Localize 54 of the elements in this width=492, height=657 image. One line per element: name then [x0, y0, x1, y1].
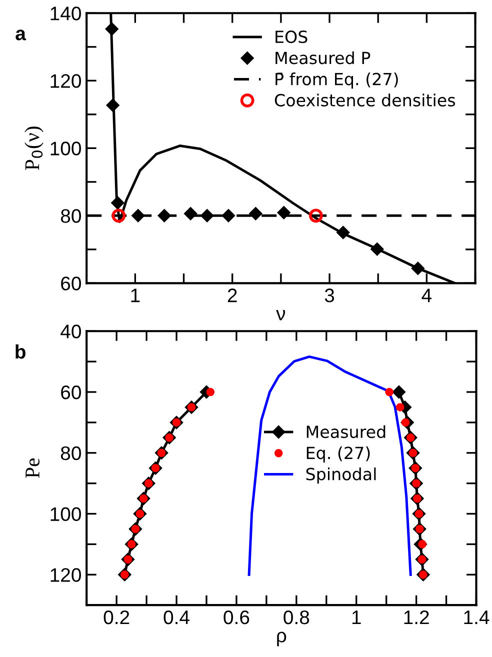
y-tick-label: 120 — [50, 568, 81, 582]
x-tick-label: 3 — [324, 288, 334, 302]
point — [392, 385, 406, 399]
x-tick-label: 1.2 — [404, 610, 429, 624]
legend-label: Measured P — [276, 51, 370, 64]
x-tick-label: 2 — [228, 288, 237, 302]
y-tick-label: 60 — [61, 385, 81, 400]
point — [336, 226, 350, 240]
point — [106, 98, 120, 112]
legend-label: P̄ from Eq. (27) — [276, 72, 398, 89]
text: b — [16, 344, 26, 359]
x-tick-label: 0.6 — [224, 610, 250, 624]
point — [111, 196, 124, 210]
legend-label: Spinodal — [306, 467, 376, 484]
y-tick-label: 120 — [50, 74, 81, 88]
point — [158, 209, 171, 222]
x-axis-title: ρ — [277, 632, 286, 646]
point — [206, 388, 215, 396]
y-tick-label: 40 — [60, 324, 81, 338]
x-tick-label: 1 — [352, 610, 361, 624]
point — [222, 209, 236, 222]
point — [200, 209, 214, 222]
x-tick-label: 1.4 — [464, 610, 490, 624]
x-axis-title: ν — [276, 310, 286, 320]
point — [277, 206, 290, 220]
point — [132, 209, 145, 222]
x-tick-label: 0.4 — [164, 610, 190, 624]
x-tick-label: 0.2 — [104, 610, 130, 624]
point — [411, 262, 425, 275]
legend-label: Coexistence densities — [274, 94, 456, 106]
y-tick-label: 100 — [50, 142, 81, 156]
point — [249, 207, 262, 220]
y-tick-label: 140 — [50, 6, 81, 20]
point — [385, 388, 394, 396]
text: a — [16, 30, 26, 40]
y-tick-label: 80 — [60, 446, 81, 460]
point — [112, 208, 126, 223]
y-axis-title: Pe — [26, 458, 40, 478]
point — [370, 242, 384, 256]
y-axis-title: P$_{0}$(ν) — [24, 126, 44, 170]
line-series — [248, 355, 412, 576]
x-tick-label: 4 — [422, 288, 432, 302]
point — [105, 22, 118, 36]
y-tick-label: 80 — [60, 209, 81, 223]
legend-label: EOS — [276, 30, 308, 44]
point — [396, 403, 404, 412]
point — [184, 207, 198, 220]
legend-label: Eq. (27) — [306, 446, 370, 462]
x-tick-label: 1 — [131, 288, 140, 302]
x-tick-label: 0.8 — [284, 610, 310, 624]
y-tick-label: 100 — [50, 507, 81, 522]
legend-label: Measured — [306, 425, 386, 438]
point — [308, 208, 323, 223]
y-tick-label: 60 — [61, 276, 81, 290]
